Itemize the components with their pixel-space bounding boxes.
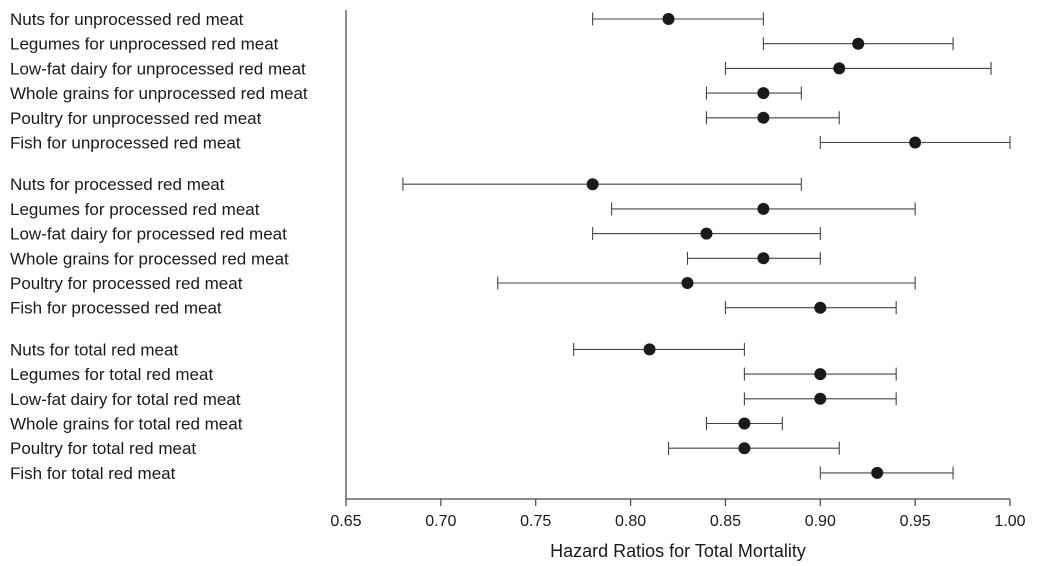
hazard-ratio-point — [738, 442, 751, 455]
row-label: Legumes for unprocessed red meat — [10, 35, 279, 54]
hazard-ratio-point — [662, 13, 675, 25]
row-label: Whole grains for total red meat — [10, 415, 243, 434]
row-label: Poultry for total red meat — [10, 439, 196, 458]
x-tick-label: 1.00 — [994, 513, 1025, 530]
x-tick-label: 0.70 — [425, 513, 456, 530]
x-tick-label: 0.90 — [805, 513, 836, 530]
x-tick-label: 0.75 — [520, 513, 551, 530]
hazard-ratio-point — [757, 202, 770, 215]
hazard-ratio-point — [757, 252, 770, 265]
row-label: Fish for processed red meat — [10, 299, 222, 318]
row-labels: Nuts for unprocessed red meat Legumes for… — [10, 10, 308, 483]
hazard-ratio-point — [814, 392, 827, 405]
row-label: Nuts for processed red meat — [10, 175, 225, 194]
row-label: Nuts for total red meat — [10, 340, 178, 359]
row-label: Low-fat dairy for processed red meat — [10, 225, 287, 244]
row-label: Nuts for unprocessed red meat — [10, 10, 244, 29]
x-axis-title: Hazard Ratios for Total Mortality — [550, 541, 806, 561]
row-label: Low-fat dairy for total red meat — [10, 390, 241, 409]
hazard-ratio-point — [814, 301, 827, 314]
hazard-ratio-point — [738, 417, 751, 430]
hazard-ratio-point — [700, 227, 713, 240]
hazard-ratio-point — [643, 343, 656, 356]
hazard-ratio-point — [681, 277, 694, 289]
row-label: Whole grains for unprocessed red meat — [10, 84, 308, 103]
row-label: Fish for total red meat — [10, 464, 176, 483]
hazard-ratio-point — [871, 466, 884, 479]
row-label: Fish for unprocessed red meat — [10, 134, 241, 153]
row-label: Low-fat dairy for unprocessed red meat — [10, 59, 306, 78]
row-label: Legumes for processed red meat — [10, 200, 260, 219]
row-label: Legumes for total red meat — [10, 365, 213, 384]
x-tick-label: 0.85 — [710, 513, 741, 530]
row-label: Poultry for processed red meat — [10, 274, 243, 293]
x-axis-ticks: 0.65 0.70 0.75 0.80 0.85 0.90 0.95 1.00 — [330, 499, 1026, 530]
plot-marks — [402, 12, 1011, 480]
x-tick-label: 0.95 — [900, 513, 931, 530]
hazard-ratio-point — [852, 37, 865, 50]
hazard-ratio-point — [586, 178, 599, 191]
hazard-ratio-point — [814, 368, 827, 381]
hazard-ratio-point — [909, 136, 922, 149]
x-tick-label: 0.65 — [330, 513, 361, 530]
x-tick-label: 0.80 — [615, 513, 646, 530]
row-label: Poultry for unprocessed red meat — [10, 109, 262, 128]
hazard-ratio-point — [757, 87, 770, 100]
row-label: Whole grains for processed red meat — [10, 249, 289, 268]
hazard-ratio-point — [833, 62, 846, 75]
hazard-ratio-point — [757, 111, 770, 124]
